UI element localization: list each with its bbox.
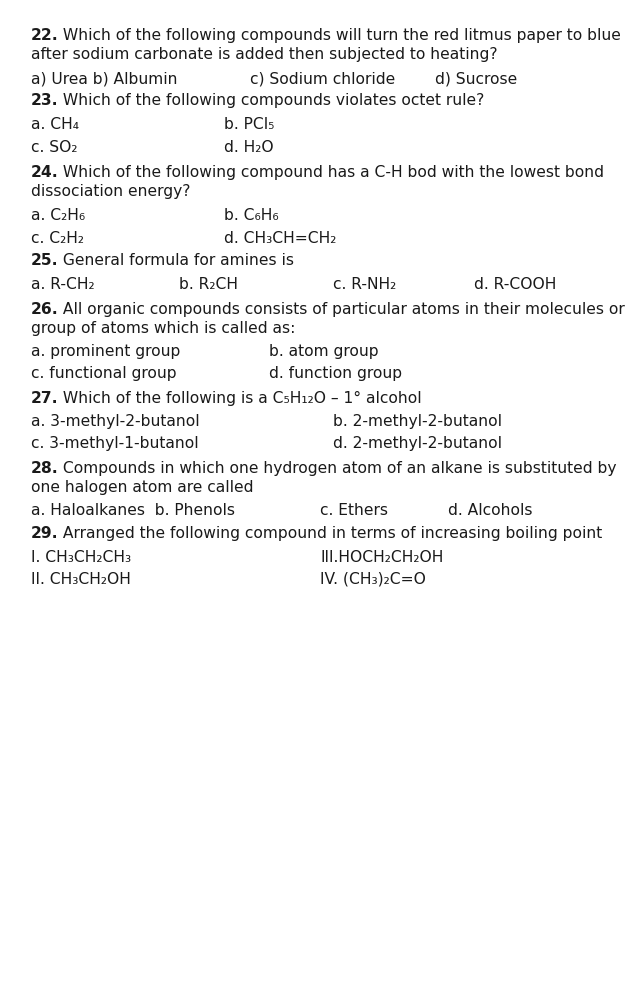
Text: a. R-CH₂: a. R-CH₂ bbox=[31, 277, 94, 292]
Text: 25.: 25. bbox=[31, 253, 58, 268]
Text: Arranged the following compound in terms of increasing boiling point: Arranged the following compound in terms… bbox=[58, 527, 603, 542]
Text: one halogen atom are called: one halogen atom are called bbox=[31, 480, 253, 495]
Text: d. function group: d. function group bbox=[269, 366, 402, 381]
Text: 29.: 29. bbox=[31, 527, 58, 542]
Text: b. PCl₅: b. PCl₅ bbox=[224, 117, 275, 132]
Text: d. R-COOH: d. R-COOH bbox=[474, 277, 556, 292]
Text: 23.: 23. bbox=[31, 93, 58, 108]
Text: 26.: 26. bbox=[31, 301, 58, 317]
Text: Which of the following compounds violates octet rule?: Which of the following compounds violate… bbox=[58, 93, 484, 108]
Text: d) Sucrose: d) Sucrose bbox=[435, 72, 518, 87]
Text: Which of the following compound has a C-H bod with the lowest bond: Which of the following compound has a C-… bbox=[58, 166, 604, 181]
Text: c) Sodium chloride: c) Sodium chloride bbox=[250, 72, 395, 87]
Text: All organic compounds consists of particular atoms in their molecules or: All organic compounds consists of partic… bbox=[58, 301, 625, 317]
Text: Which of the following compounds will turn the red litmus paper to blue: Which of the following compounds will tu… bbox=[58, 28, 621, 43]
Text: Which of the following is a C₅H₁₂O – 1° alcohol: Which of the following is a C₅H₁₂O – 1° … bbox=[58, 391, 422, 406]
Text: a) Urea b) Albumin: a) Urea b) Albumin bbox=[31, 72, 177, 87]
Text: group of atoms which is called as:: group of atoms which is called as: bbox=[31, 321, 295, 336]
Text: b. 2-methyl-2-butanol: b. 2-methyl-2-butanol bbox=[333, 414, 502, 429]
Text: a. CH₄: a. CH₄ bbox=[31, 117, 79, 132]
Text: b. C₆H₆: b. C₆H₆ bbox=[224, 208, 278, 223]
Text: 22.: 22. bbox=[31, 28, 58, 43]
Text: c. R-NH₂: c. R-NH₂ bbox=[333, 277, 396, 292]
Text: 24.: 24. bbox=[31, 166, 58, 181]
Text: c. SO₂: c. SO₂ bbox=[31, 140, 77, 155]
Text: IV. (CH₃)₂C=O: IV. (CH₃)₂C=O bbox=[320, 572, 426, 587]
Text: b. R₂CH: b. R₂CH bbox=[179, 277, 238, 292]
Text: a. 3-methyl-2-butanol: a. 3-methyl-2-butanol bbox=[31, 414, 199, 429]
Text: III.HOCH₂CH₂OH: III.HOCH₂CH₂OH bbox=[320, 550, 444, 565]
Text: a. Haloalkanes  b. Phenols: a. Haloalkanes b. Phenols bbox=[31, 503, 235, 518]
Text: a. prominent group: a. prominent group bbox=[31, 344, 180, 359]
Text: after sodium carbonate is added then subjected to heating?: after sodium carbonate is added then sub… bbox=[31, 47, 497, 62]
Text: d. CH₃CH=CH₂: d. CH₃CH=CH₂ bbox=[224, 231, 337, 246]
Text: General formula for amines is: General formula for amines is bbox=[58, 253, 294, 268]
Text: dissociation energy?: dissociation energy? bbox=[31, 184, 190, 200]
Text: c. Ethers: c. Ethers bbox=[320, 503, 388, 518]
Text: d. H₂O: d. H₂O bbox=[224, 140, 274, 155]
Text: a. C₂H₆: a. C₂H₆ bbox=[31, 208, 85, 223]
Text: c. functional group: c. functional group bbox=[31, 366, 177, 381]
Text: c. 3-methyl-1-butanol: c. 3-methyl-1-butanol bbox=[31, 436, 198, 451]
Text: 28.: 28. bbox=[31, 461, 58, 476]
Text: I. CH₃CH₂CH₃: I. CH₃CH₂CH₃ bbox=[31, 550, 131, 565]
Text: d. 2-methyl-2-butanol: d. 2-methyl-2-butanol bbox=[333, 436, 502, 451]
Text: 27.: 27. bbox=[31, 391, 58, 406]
Text: Compounds in which one hydrogen atom of an alkane is substituted by: Compounds in which one hydrogen atom of … bbox=[58, 461, 617, 476]
Text: d. Alcohols: d. Alcohols bbox=[448, 503, 532, 518]
Text: b. atom group: b. atom group bbox=[269, 344, 378, 359]
Text: c. C₂H₂: c. C₂H₂ bbox=[31, 231, 84, 246]
Text: II. CH₃CH₂OH: II. CH₃CH₂OH bbox=[31, 572, 131, 587]
